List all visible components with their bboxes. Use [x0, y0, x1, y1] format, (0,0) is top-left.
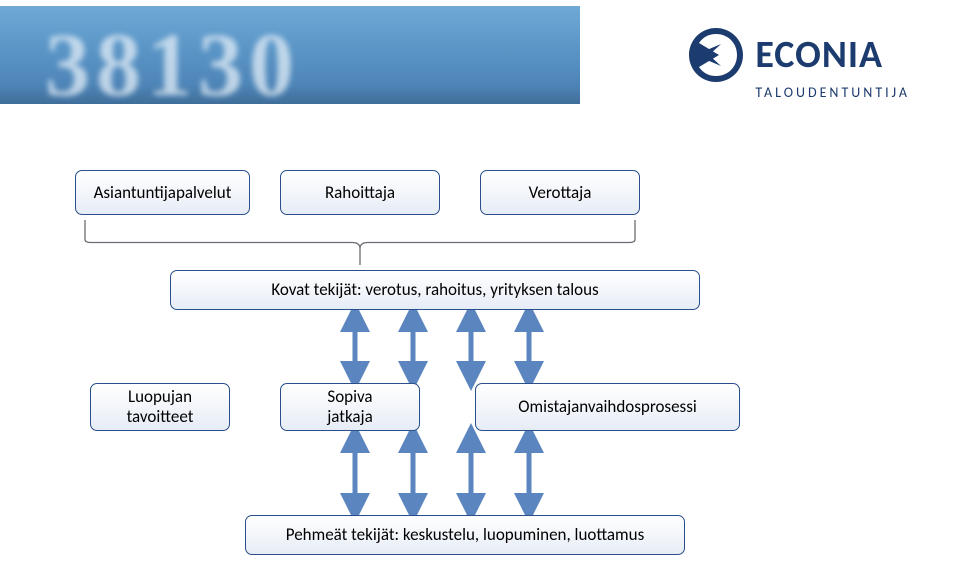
node-verottaja: Verottaja	[480, 170, 640, 215]
logo: ECONIA TALOUDENTUNTIJA	[687, 26, 910, 101]
logo-mark-icon	[687, 26, 745, 84]
logo-name: ECONIA	[755, 32, 883, 78]
node-sopiva: Sopivajatkaja	[280, 383, 420, 431]
banner-cloud-text: 38130	[45, 14, 300, 104]
logo-subtext: TALOUDENTUNTIJA	[687, 84, 910, 101]
node-rahoittaja: Rahoittaja	[280, 170, 440, 215]
header: 38130 ECONIA TALOUDENTUNTIJA	[0, 0, 960, 130]
node-omistajan: Omistajanvaihdosprosessi	[475, 383, 740, 431]
diagram-connectors	[0, 170, 960, 570]
node-pehmeat: Pehmeät tekijät: keskustelu, luopuminen,…	[245, 515, 685, 555]
node-asiantuntija: Asiantuntijapalvelut	[75, 170, 250, 215]
diagram: Asiantuntijapalvelut Rahoittaja Verottaja K…	[0, 170, 960, 570]
node-luopujan: Luopujantavoitteet	[90, 383, 230, 431]
banner-image: 38130	[0, 6, 580, 104]
node-kovat: Kovat tekijät: verotus, rahoitus, yrityk…	[170, 270, 700, 310]
